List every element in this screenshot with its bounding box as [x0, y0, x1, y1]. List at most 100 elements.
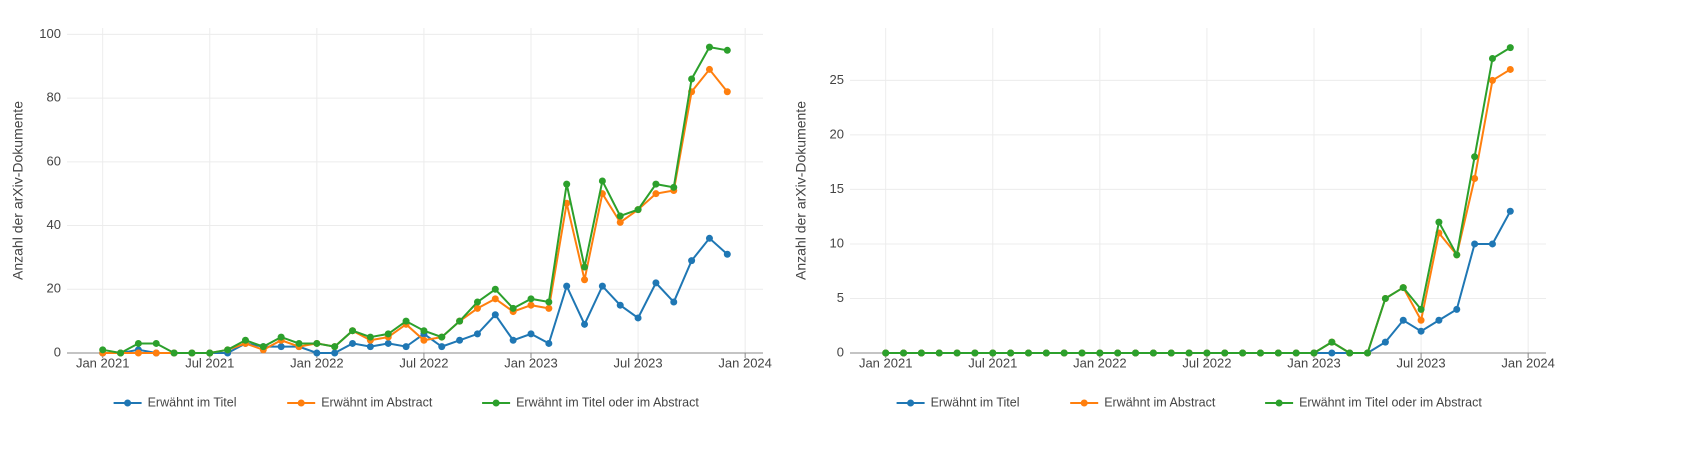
- data-point: [152, 339, 160, 347]
- data-point: [1203, 349, 1211, 357]
- y-tick-label: 10: [830, 235, 844, 250]
- series-line: [885, 46, 1511, 354]
- data-point: [1024, 349, 1032, 357]
- legend-label: Erwähnt im Titel oder im Abstract: [1299, 395, 1482, 409]
- data-point: [1096, 349, 1104, 357]
- data-point: [1506, 44, 1514, 52]
- data-point: [1292, 349, 1300, 357]
- data-point: [545, 304, 553, 312]
- data-point: [491, 295, 499, 303]
- data-point: [402, 343, 410, 351]
- data-point: [723, 88, 731, 96]
- data-point: [313, 349, 321, 357]
- data-point: [527, 295, 535, 303]
- data-point: [1346, 349, 1354, 357]
- data-point: [1471, 175, 1479, 183]
- legend-item: Erwähnt im Titel: [896, 395, 1020, 409]
- chart: 0 20 40 60 80 100 Jan 2021 Jul 2021 Jan 2022 Jul …: [10, 26, 772, 409]
- data-point: [1007, 349, 1015, 357]
- x-tick-label: Jul 2023: [613, 355, 662, 370]
- data-point: [723, 46, 731, 54]
- legend-item: Erwähnt im Titel oder im Abstract: [482, 395, 699, 409]
- data-point: [652, 279, 660, 287]
- data-point: [563, 180, 571, 188]
- legend-label: Erwähnt im Abstract: [1104, 395, 1216, 409]
- data-point: [331, 343, 339, 351]
- data-point: [935, 349, 943, 357]
- data-point: [349, 339, 357, 347]
- data-point: [616, 218, 624, 226]
- legend-marker: [1080, 399, 1088, 407]
- legend-marker: [124, 399, 132, 407]
- data-point: [1506, 207, 1514, 215]
- data-point: [652, 180, 660, 188]
- data-point: [1453, 251, 1461, 259]
- x-tick-label: Jul 2021: [968, 355, 1017, 370]
- data-point: [705, 43, 713, 51]
- data-point: [366, 333, 374, 341]
- series-line: [885, 210, 1512, 354]
- data-point: [634, 314, 642, 322]
- data-point: [1488, 55, 1496, 63]
- data-point: [99, 346, 107, 354]
- data-point: [616, 301, 624, 309]
- series-line: [102, 236, 728, 354]
- data-point: [670, 298, 678, 306]
- legend-marker: [492, 399, 500, 407]
- data-point: [384, 339, 392, 347]
- y-tick-label: 40: [47, 217, 61, 232]
- data-point: [953, 349, 961, 357]
- data-point: [545, 298, 553, 306]
- legend-item: Erwähnt im Abstract: [1070, 395, 1216, 409]
- data-point: [1060, 349, 1068, 357]
- x-tick-label: Jan 2024: [1501, 355, 1555, 370]
- data-point: [527, 330, 535, 338]
- data-point: [1274, 349, 1282, 357]
- data-point: [1328, 338, 1336, 346]
- data-point: [295, 339, 303, 347]
- data-point: [1506, 65, 1514, 73]
- data-point: [134, 339, 142, 347]
- data-point: [117, 349, 125, 357]
- data-point: [917, 349, 925, 357]
- data-point: [170, 349, 178, 357]
- data-point: [581, 320, 589, 328]
- data-point: [882, 349, 890, 357]
- data-point: [277, 333, 285, 341]
- data-point: [491, 311, 499, 319]
- legend-marker: [297, 399, 305, 407]
- data-point: [1417, 327, 1425, 335]
- data-point: [971, 349, 979, 357]
- data-point: [438, 343, 446, 351]
- x-tick-label: Jul 2022: [1182, 355, 1231, 370]
- data-point: [1114, 349, 1122, 357]
- data-point: [1471, 153, 1479, 161]
- series-line: [102, 46, 728, 355]
- data-point: [1256, 349, 1264, 357]
- data-point: [688, 75, 696, 83]
- chart: 0 5 10 15 20 25 Jan 2021 Jul 2021 Jan 2022 Jul 20…: [793, 28, 1555, 409]
- data-point: [1167, 349, 1175, 357]
- data-point: [1149, 349, 1157, 357]
- data-point: [366, 343, 374, 351]
- x-tick-label: Jan 2022: [1073, 355, 1127, 370]
- x-tick-label: Jul 2023: [1396, 355, 1445, 370]
- legend-label: Erwähnt im Titel: [148, 395, 237, 409]
- data-point: [1399, 316, 1407, 324]
- y-tick-label: 20: [47, 281, 61, 296]
- y-tick-label: 20: [830, 126, 844, 141]
- x-tick-label: Jul 2021: [185, 355, 234, 370]
- data-point: [1435, 218, 1443, 226]
- data-point: [723, 250, 731, 258]
- data-point: [1078, 349, 1086, 357]
- y-tick-label: 100: [39, 26, 61, 41]
- data-point: [527, 301, 535, 309]
- legend-marker: [1275, 399, 1283, 407]
- data-point: [1381, 338, 1389, 346]
- x-tick-label: Jan 2022: [290, 355, 344, 370]
- data-point: [313, 339, 321, 347]
- data-point: [420, 336, 428, 344]
- y-tick-label: 60: [47, 153, 61, 168]
- data-point: [473, 304, 481, 312]
